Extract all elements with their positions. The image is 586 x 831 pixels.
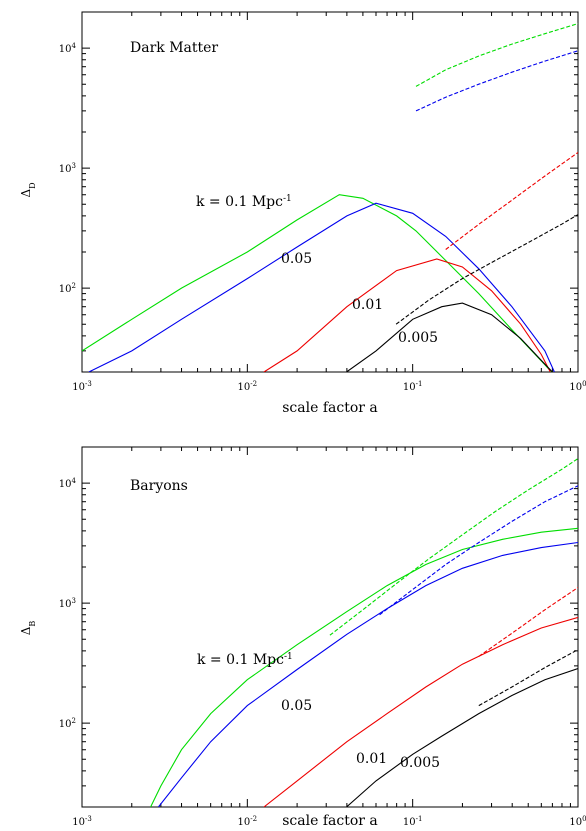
tick-exponent: 4 xyxy=(72,42,77,50)
y-axis-label: ΔB xyxy=(19,621,37,636)
tick-exponent: 3 xyxy=(72,162,76,170)
x-tick-label: 10-1 xyxy=(403,380,423,393)
series-line-solid xyxy=(346,667,578,807)
series-line-solid xyxy=(82,194,552,372)
curve-label: 0.01 xyxy=(352,297,383,313)
x-tick-label: 10-2 xyxy=(238,815,258,828)
series-line-dashed xyxy=(445,152,578,250)
curve-label: 0.005 xyxy=(400,755,440,771)
y-tick-label: 103 xyxy=(59,597,76,610)
tick-base: 10 xyxy=(238,817,251,828)
tick-exponent: 2 xyxy=(72,282,76,290)
y-axis-symbol: Δ xyxy=(19,626,33,635)
x-axis-label: scale factor a xyxy=(282,813,378,829)
tick-base: 10 xyxy=(569,817,582,828)
curve-label-superscript: -1 xyxy=(283,194,292,204)
x-axis-label: scale factor a xyxy=(282,400,378,416)
curve-label: 0.005 xyxy=(398,330,438,346)
series-line-dashed xyxy=(379,485,578,616)
tick-exponent: -1 xyxy=(416,815,423,823)
series-line-solid xyxy=(88,202,555,372)
tick-base: 10 xyxy=(59,599,72,610)
y-tick-label: 104 xyxy=(59,477,77,490)
tick-base: 10 xyxy=(403,382,416,393)
tick-base: 10 xyxy=(59,44,72,55)
curve-label-text: 0.01 xyxy=(352,297,383,313)
tick-base: 10 xyxy=(59,479,72,490)
curve-label-text: k = 0.1 Mpc xyxy=(196,194,283,210)
tick-exponent: -3 xyxy=(85,815,92,823)
series-line-dashed xyxy=(415,23,578,87)
tick-exponent: 2 xyxy=(72,717,76,725)
tick-exponent: -3 xyxy=(85,380,92,388)
x-tick-label: 10-3 xyxy=(72,815,92,828)
y-axis-symbol: Δ xyxy=(19,189,33,198)
tick-base: 10 xyxy=(569,382,582,393)
y-axis-subscript: D xyxy=(28,182,37,188)
tick-exponent: 0 xyxy=(582,815,586,823)
y-tick-label: 103 xyxy=(59,162,76,175)
panel-title: Baryons xyxy=(130,478,188,494)
tick-exponent: -1 xyxy=(416,380,423,388)
x-tick-label: 100 xyxy=(569,380,586,393)
y-tick-label: 104 xyxy=(59,42,77,55)
curve-label-text: 0.005 xyxy=(398,330,438,346)
tick-exponent: -2 xyxy=(250,815,257,823)
tick-base: 10 xyxy=(403,817,416,828)
series-group xyxy=(82,23,578,372)
curve-label-text: 0.05 xyxy=(281,698,312,714)
curve-label-text: 0.005 xyxy=(400,755,440,771)
series-line-solid xyxy=(157,541,578,807)
tick-base: 10 xyxy=(59,284,72,295)
curve-label-text: 0.01 xyxy=(356,751,387,767)
series-line-dashed xyxy=(478,649,578,707)
tick-exponent: 4 xyxy=(72,477,77,485)
x-tick-label: 10-1 xyxy=(403,815,423,828)
plot-frame xyxy=(81,446,579,808)
tick-exponent: -2 xyxy=(250,380,257,388)
curve-label: 0.01 xyxy=(356,751,387,767)
y-axis-label: ΔD xyxy=(19,182,37,197)
series-line-solid xyxy=(150,527,578,807)
series-line-solid xyxy=(263,258,551,372)
tick-base: 10 xyxy=(72,382,85,393)
y-axis-subscript: B xyxy=(28,621,37,627)
series-line-dashed xyxy=(415,50,578,112)
curve-label-text: 0.05 xyxy=(281,251,312,267)
x-tick-label: 10-2 xyxy=(238,380,258,393)
curve-label: 0.05 xyxy=(281,251,312,267)
panel-title: Dark Matter xyxy=(130,40,218,56)
tick-base: 10 xyxy=(59,719,72,730)
curve-label: 0.05 xyxy=(281,698,312,714)
tick-exponent: 0 xyxy=(582,380,586,388)
y-tick-label: 102 xyxy=(59,717,76,730)
x-tick-label: 100 xyxy=(569,815,586,828)
series-line-dashed xyxy=(329,458,578,636)
series-line-dashed xyxy=(478,587,578,657)
curve-label: k = 0.1 Mpc-1 xyxy=(197,652,293,668)
plot-frame xyxy=(81,11,579,373)
y-tick-label: 102 xyxy=(59,282,76,295)
tick-base: 10 xyxy=(238,382,251,393)
tick-base: 10 xyxy=(72,817,85,828)
x-tick-label: 10-3 xyxy=(72,380,92,393)
curve-label-superscript: -1 xyxy=(284,652,293,662)
curve-label: k = 0.1 Mpc-1 xyxy=(196,194,292,210)
series-line-solid xyxy=(346,302,553,372)
tick-exponent: 3 xyxy=(72,597,76,605)
curve-label-text: k = 0.1 Mpc xyxy=(197,652,284,668)
series-line-dashed xyxy=(395,214,578,325)
tick-base: 10 xyxy=(59,164,72,175)
series-group xyxy=(150,458,578,807)
series-line-solid xyxy=(263,616,578,807)
